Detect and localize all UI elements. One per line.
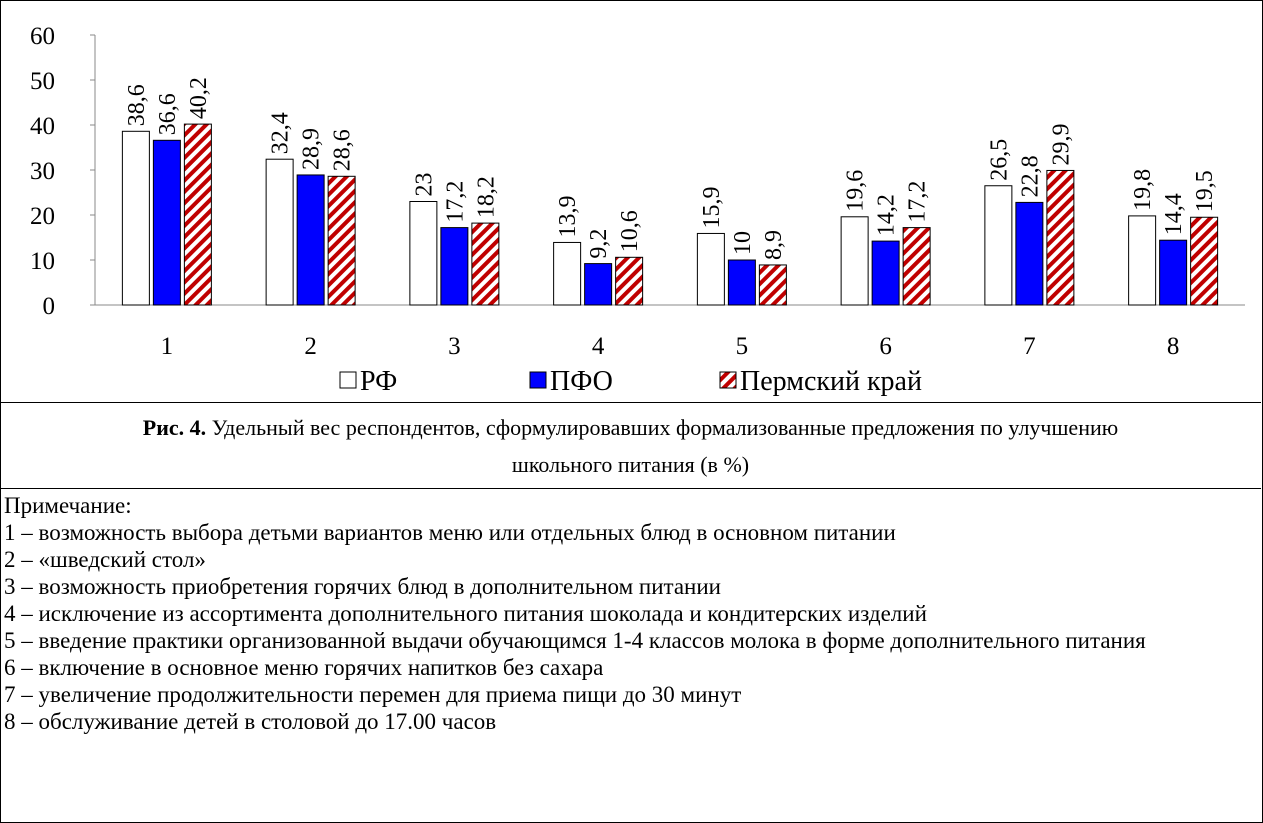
bar	[1046, 169, 1075, 306]
data-label: 17,2	[905, 181, 931, 223]
y-tick-label: 10	[30, 248, 55, 275]
caption-text: Удельный вес респондентов, сформулировав…	[211, 414, 1119, 477]
bar	[1015, 201, 1044, 306]
note-item: 2 – «шведский стол»	[4, 547, 206, 572]
data-label: 19,6	[843, 170, 869, 212]
note-item: 5 – введение практики организованной выд…	[4, 628, 1146, 653]
data-label: 17,2	[442, 181, 468, 223]
x-tick-label: 1	[161, 333, 174, 360]
data-label: 10	[730, 231, 756, 255]
data-label: 32,4	[268, 112, 294, 154]
bar	[152, 139, 181, 306]
x-tick-label: 3	[448, 333, 461, 360]
x-tick-label: 7	[1023, 333, 1036, 360]
data-label: 26,5	[986, 139, 1012, 181]
bar	[615, 256, 644, 306]
data-label: 22,8	[1017, 155, 1043, 197]
note-item: 3 – возможность приобретения горячих блю…	[4, 574, 721, 599]
note-item: 7 – увеличение продолжительности перемен…	[4, 682, 742, 707]
bar	[727, 259, 756, 306]
x-tick-label: 4	[592, 333, 605, 360]
bar	[440, 227, 469, 306]
y-tick-label: 50	[30, 68, 55, 95]
bar	[758, 264, 787, 306]
bar	[984, 185, 1013, 306]
data-label: 9,2	[586, 229, 612, 259]
note-item: 1 – возможность выбора детьми вариантов …	[4, 520, 896, 545]
legend-label: РФ	[360, 366, 397, 397]
note-item: 6 – включение в основное меню горячих на…	[4, 655, 604, 680]
data-label: 19,8	[1130, 169, 1156, 211]
bar	[553, 241, 582, 306]
legend-swatch	[339, 371, 357, 389]
data-label: 29,9	[1048, 123, 1074, 165]
bar	[1128, 215, 1157, 306]
note: Примечание: 1 – возможность выбора детьм…	[4, 492, 1256, 735]
x-tick-label: 8	[1167, 333, 1180, 360]
data-label: 10,6	[617, 210, 643, 252]
bar	[840, 216, 869, 306]
bar	[1159, 239, 1188, 306]
data-label: 36,6	[155, 93, 181, 135]
y-tick-label: 20	[30, 203, 55, 230]
data-label: 14,2	[874, 194, 900, 236]
bar	[327, 175, 356, 306]
data-label: 13,9	[555, 195, 581, 237]
data-label: 19,5	[1192, 170, 1218, 212]
data-label: 14,4	[1161, 193, 1187, 235]
x-tick-label: 6	[879, 333, 892, 360]
bar	[183, 123, 212, 306]
data-label: 8,9	[761, 230, 787, 260]
caption: Рис. 4. Удельный вес респондентов, сформ…	[0, 402, 1261, 489]
note-title: Примечание:	[4, 493, 132, 518]
y-tick-label: 30	[30, 158, 55, 185]
data-label: 15,9	[699, 186, 725, 228]
legend-swatch	[529, 371, 547, 389]
bar	[265, 158, 294, 306]
y-tick-label: 40	[30, 113, 55, 140]
chart: 0 10 20 30 40 50 60 1 38,6 36,6 40,2 2 32,4 28,9 28,6 3…	[30, 23, 1245, 397]
bar	[696, 232, 725, 306]
note-item: 8 – обслуживание детей в столовой до 17.…	[4, 709, 497, 734]
caption-body: Рис. 4. Удельный вес респондентов, сформ…	[131, 409, 1131, 483]
note-item: 4 – исключение из ассортимента дополните…	[4, 601, 927, 626]
legend-label: ПФО	[550, 366, 613, 397]
legend-label: Пермский край	[740, 366, 922, 397]
bar	[584, 263, 613, 306]
data-label: 28,6	[330, 129, 356, 171]
bar	[1190, 216, 1219, 306]
bar	[471, 222, 500, 306]
bar	[296, 174, 325, 306]
legend-swatch	[719, 371, 737, 389]
y-tick-label: 60	[30, 23, 55, 50]
data-label: 18,2	[473, 176, 499, 218]
bar	[871, 240, 900, 306]
y-tick-label: 0	[43, 293, 56, 320]
data-label: 28,9	[299, 128, 325, 170]
data-label: 23	[411, 173, 437, 197]
x-tick-label: 5	[736, 333, 749, 360]
data-label: 40,2	[186, 77, 212, 119]
bar	[902, 227, 931, 306]
x-tick-label: 2	[304, 333, 317, 360]
bar	[409, 201, 438, 306]
data-label: 38,6	[124, 84, 150, 126]
bar	[121, 130, 150, 306]
caption-label: Рис. 4.	[142, 414, 207, 440]
